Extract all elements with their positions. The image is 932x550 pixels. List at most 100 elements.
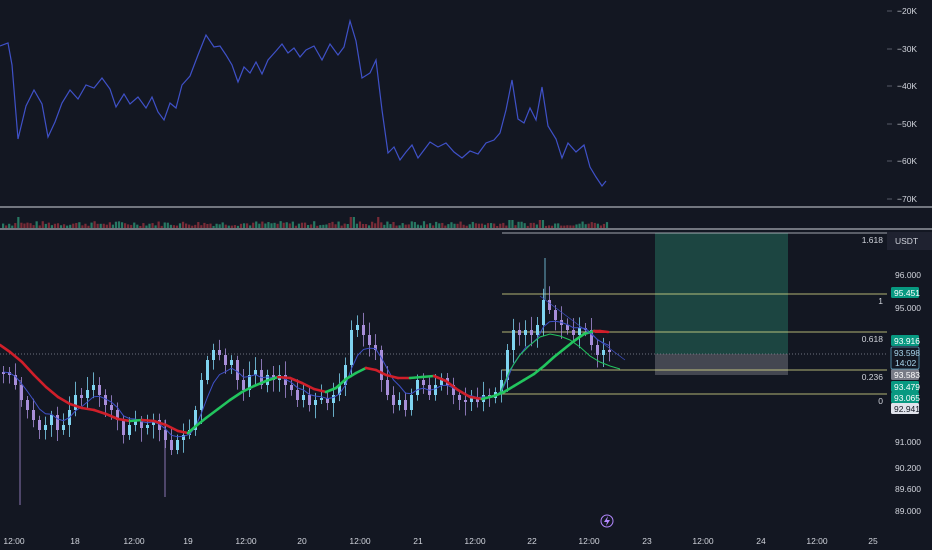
volume-bar [578,223,581,228]
ma-segment [512,378,526,388]
volume-bar [72,223,75,228]
ma-segment [92,408,108,416]
time-tick-label: 18 [70,536,80,546]
volume-bar [551,225,554,228]
volume-bar [44,223,47,228]
ma-segment [364,366,378,372]
ma-segment [480,394,496,401]
candle-body [518,330,521,335]
price-tag-value: 93.583 [894,370,920,380]
volume-bar [593,222,596,228]
volume-bar [477,223,480,228]
ma-segment [300,381,316,391]
price-tag[interactable] [891,403,919,414]
price-tag-value: 93.916 [894,336,920,346]
current-price-box[interactable] [890,346,920,370]
volume-bar [429,223,432,228]
volume-bar [407,224,410,228]
lightning-icon[interactable] [600,514,614,528]
ma-segment [204,407,220,420]
price-tag[interactable] [891,335,919,346]
fibonacci-retracement[interactable]: 1.618 1 0.618 0.236 0 [502,232,887,406]
candle-body [500,380,503,392]
long-position-profit-zone[interactable] [655,233,788,354]
candle-body [200,380,203,410]
ma-segment [228,390,244,402]
volume-bar [203,222,206,228]
ma-segment [44,385,60,399]
volume-bar [493,223,496,228]
ma-segment [240,384,256,394]
volume-bar [78,222,81,228]
time-axis[interactable]: 12:00 18 12:00 19 12:00 20 12:00 21 12:00 22 12:00… [3,536,878,546]
volume-bar [490,223,493,228]
volume-bar [188,224,191,228]
volume-bar [154,225,157,228]
volume-bar [361,223,365,228]
oscillator-axis[interactable]: −20K −30K −40K −50K −60K −70K [887,6,917,204]
candle-body [332,395,335,403]
time-tick-label: 12:00 [235,536,257,546]
volume-pane[interactable] [2,217,609,228]
volume-bar [172,225,175,228]
volume-bar [23,223,26,228]
price-tag[interactable] [891,381,919,392]
candle-body [248,375,251,390]
candle-body [356,325,359,330]
price-tick-label: 89.600 [895,484,921,494]
price-tag[interactable] [891,287,919,298]
volume-bar [160,225,163,228]
candle-body [512,330,515,350]
ma-segment [468,395,484,401]
candle-body [602,350,605,355]
fib-level-label: 0.618 [862,334,884,344]
price-tag[interactable] [891,369,919,380]
volume-bar [175,225,179,228]
ma-segment [186,424,198,435]
candle-body [284,375,287,385]
volume-bar [87,225,90,228]
candle-body [530,330,533,335]
volume-bar [453,223,456,228]
trend-line[interactable] [539,295,626,361]
volume-bar [465,225,468,228]
volume-bar [267,222,270,228]
volume-bar [212,225,215,228]
candle-body [224,355,227,365]
volume-bar [413,222,416,228]
fib-level-label: 1 [878,296,883,306]
volume-bar [288,223,291,228]
volume-bar [239,223,243,228]
ma-segment [288,376,304,385]
candle-body [548,300,551,310]
price-tag[interactable] [891,392,919,403]
volume-bar [395,225,398,228]
ma-segment [8,350,24,364]
volume-bar [206,223,209,228]
candle-body [296,390,299,400]
ma-segment [20,360,36,377]
volume-bar [511,220,514,228]
volume-bar [535,224,538,228]
candle-body [212,350,215,360]
volume-bar [114,221,118,228]
candle-body [506,350,509,380]
price-pane[interactable]: 1.618 1 0.618 0.236 0 [0,232,887,505]
candle-body [32,410,35,420]
volume-bar [276,223,279,228]
long-position-stop-zone[interactable] [655,354,788,375]
volume-bar [313,221,316,228]
volume-bar [544,225,548,228]
volume-bar [297,223,301,228]
volume-bar [349,217,352,228]
volume-bar [169,224,172,228]
fast-moving-average [499,333,621,394]
oscillator-pane[interactable]: −20K −30K −40K −50K −60K −70K [0,6,917,204]
ma-segment [456,388,472,399]
price-axis[interactable]: USDT 96.000 95.000 91.000 90.200 89.600 89.00… [887,232,932,516]
volume-bar [50,225,53,228]
volume-bar [502,222,505,228]
candle-body [56,415,59,430]
candle-body [440,378,443,385]
